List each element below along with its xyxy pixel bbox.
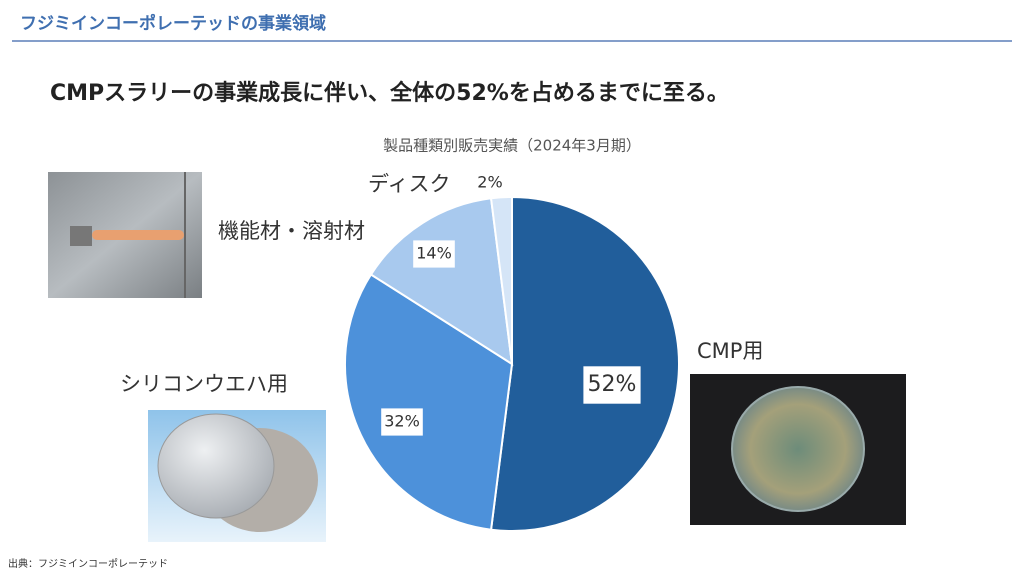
- category-label: CMP用: [697, 339, 763, 363]
- value-label: 14%: [416, 244, 452, 263]
- photo-cmp-wafer: [690, 374, 906, 525]
- pie-slice: [369, 197, 514, 366]
- pie-slice: [489, 195, 513, 365]
- photo-thermal-spray: [48, 172, 202, 298]
- value-label-box: [413, 240, 455, 268]
- pie-slice: [489, 195, 680, 532]
- value-label: 52%: [588, 372, 637, 397]
- value-label-box: [583, 366, 641, 404]
- chart-title: 製品種類別販売実績（2024年3月期）: [383, 137, 641, 155]
- photo-silicon-wafers: [148, 410, 326, 542]
- pie: 52% CMP用 32% シリコンウエハ用 14% 機能材・溶射材 2% ディスク: [120, 172, 763, 532]
- value-label-box: [381, 408, 423, 436]
- headline: CMPスラリーの事業成長に伴い、全体の52%を占めるまでに至る。: [50, 80, 729, 106]
- value-label: 32%: [384, 412, 420, 431]
- category-label: 機能材・溶射材: [218, 219, 365, 243]
- value-label: 2%: [477, 173, 502, 192]
- header: フジミインコーポレーテッドの事業領域: [20, 13, 326, 34]
- category-label: シリコンウエハ用: [120, 372, 288, 396]
- category-label: ディスク: [368, 172, 451, 196]
- source: 出典：フジミインコーポレーテッド: [8, 557, 168, 570]
